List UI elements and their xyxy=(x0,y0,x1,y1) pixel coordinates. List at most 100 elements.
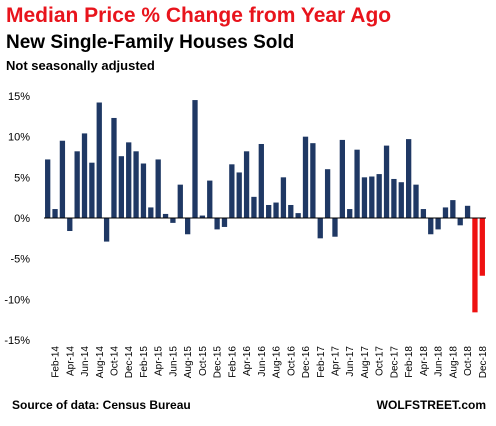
bar-series xyxy=(45,100,485,313)
bar xyxy=(354,149,360,218)
bar xyxy=(472,218,478,313)
bar xyxy=(251,196,257,218)
x-tick-label: Apr-17 xyxy=(330,346,341,376)
bar xyxy=(207,180,213,218)
bar xyxy=(155,159,161,218)
bar xyxy=(89,162,95,218)
bar xyxy=(177,184,183,218)
x-tick-label: Feb-16 xyxy=(227,346,238,378)
bar xyxy=(361,177,368,218)
bar xyxy=(413,184,419,218)
bar xyxy=(464,205,471,218)
bar xyxy=(435,218,441,230)
bar xyxy=(450,200,456,218)
x-tick-label: Aug-15 xyxy=(183,346,194,379)
bar xyxy=(59,140,66,218)
x-tick-label: Dec-14 xyxy=(124,346,135,379)
bar xyxy=(192,100,198,218)
x-tick-label: Oct-14 xyxy=(109,346,120,376)
bar xyxy=(457,218,463,226)
chart-subtitle: New Single-Family Houses Sold xyxy=(6,32,295,53)
x-axis: Feb-14 Apr-14 Jun-14 Aug-14 Oct-14 Dec-14 Feb-… xyxy=(51,346,489,379)
y-tick-label: 0% xyxy=(14,213,30,225)
chart-note: Not seasonally adjusted xyxy=(6,58,155,73)
bar xyxy=(140,163,147,218)
x-tick-label: Oct-16 xyxy=(286,346,297,376)
bar xyxy=(324,169,331,218)
x-tick-label: Jun-14 xyxy=(80,346,91,377)
x-tick-label: Oct-17 xyxy=(375,346,386,376)
x-tick-label: Dec-15 xyxy=(213,346,224,379)
x-tick-label: Oct-15 xyxy=(198,346,209,376)
x-tick-label: Dec-17 xyxy=(389,346,400,379)
bar xyxy=(302,136,309,218)
bar xyxy=(258,143,264,218)
bar xyxy=(428,218,434,235)
bar xyxy=(214,218,220,230)
y-tick-label: -5% xyxy=(10,254,30,266)
bar xyxy=(118,156,124,218)
x-tick-label: Apr-15 xyxy=(154,346,165,376)
bar xyxy=(52,209,58,218)
bar xyxy=(126,142,132,218)
bar xyxy=(74,151,80,218)
y-axis: 15% 10% 5% 0% -5% -10% -15% xyxy=(4,91,30,347)
x-tick-label: Aug-16 xyxy=(272,346,283,379)
bar xyxy=(266,204,272,218)
bar xyxy=(383,145,390,218)
bar xyxy=(185,218,191,235)
bar xyxy=(103,218,110,242)
bar xyxy=(229,164,235,218)
source-note: Source of data: Census Bureau xyxy=(12,398,191,412)
bar xyxy=(442,207,449,218)
x-tick-label: Aug-17 xyxy=(360,346,371,379)
bar xyxy=(376,174,382,218)
bar xyxy=(288,204,294,218)
bar xyxy=(310,143,316,218)
x-tick-label: Jun-18 xyxy=(434,346,445,377)
bar xyxy=(81,133,88,218)
bar xyxy=(479,218,485,276)
bar xyxy=(280,177,287,218)
x-tick-label: Feb-15 xyxy=(139,346,150,378)
x-tick-label: Apr-18 xyxy=(419,346,430,376)
bar xyxy=(162,213,169,218)
x-tick-label: Feb-17 xyxy=(316,346,327,378)
bar xyxy=(236,172,242,218)
bar xyxy=(317,218,323,239)
x-tick-label: Jun-15 xyxy=(168,346,179,377)
y-tick-label: -15% xyxy=(4,335,30,347)
bar xyxy=(406,139,412,218)
bar xyxy=(243,151,250,218)
x-tick-label: Feb-18 xyxy=(404,346,415,378)
bar xyxy=(96,102,102,218)
bar xyxy=(339,139,345,218)
x-tick-label: Apr-14 xyxy=(65,346,76,376)
x-tick-label: Oct-18 xyxy=(463,346,474,376)
x-tick-label: Jun-16 xyxy=(257,346,268,377)
bar xyxy=(332,218,338,237)
x-tick-label: Dec-16 xyxy=(301,346,312,379)
bar xyxy=(45,159,51,218)
bar xyxy=(391,178,397,218)
bar xyxy=(347,209,353,218)
bar xyxy=(148,207,154,218)
bar xyxy=(420,209,427,218)
x-tick-label: Dec-18 xyxy=(478,346,489,379)
x-tick-label: Aug-14 xyxy=(95,346,106,379)
x-tick-label: Apr-16 xyxy=(242,346,253,376)
bar xyxy=(295,213,301,218)
y-tick-label: 10% xyxy=(8,132,30,144)
brand-label: WOLFSTREET.com xyxy=(376,398,486,412)
bar xyxy=(369,176,375,218)
bar xyxy=(133,151,139,218)
bar xyxy=(67,218,73,232)
y-tick-label: 15% xyxy=(8,91,30,103)
y-tick-label: -10% xyxy=(4,294,30,306)
y-tick-label: 5% xyxy=(14,172,30,184)
bar xyxy=(170,218,176,223)
bar xyxy=(398,182,404,218)
x-tick-label: Aug-18 xyxy=(448,346,459,379)
bar xyxy=(199,215,206,218)
